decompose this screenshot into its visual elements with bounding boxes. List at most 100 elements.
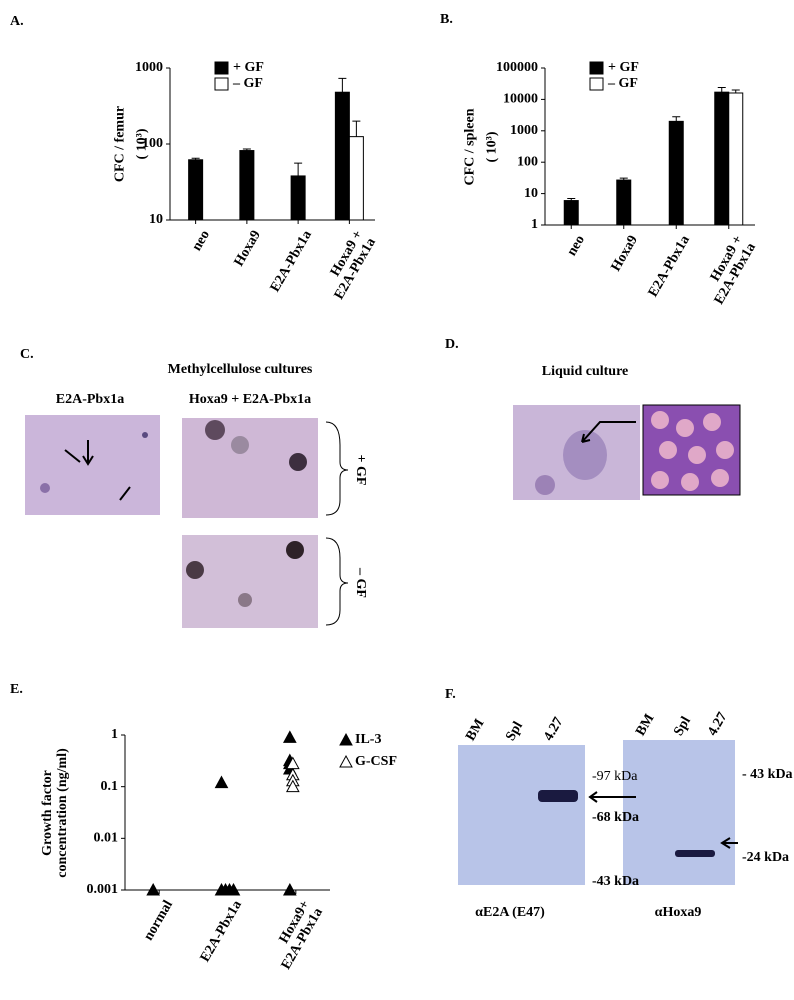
cell <box>563 430 607 480</box>
y-tick-label: 10 <box>149 212 163 227</box>
marker <box>146 882 161 896</box>
bar <box>563 200 579 226</box>
legend-swatch <box>214 77 229 91</box>
lane-label: BM <box>463 717 487 744</box>
arrow <box>64 440 131 501</box>
legend-label: + GF <box>608 60 639 75</box>
blot-caption: αE2A (E47) <box>475 905 545 920</box>
cell <box>40 483 50 493</box>
error-bar <box>191 157 200 160</box>
panel-label: D. <box>445 337 459 352</box>
y-tick-label: 1000 <box>135 60 163 75</box>
blot-caption: αHoxa9 <box>655 905 702 920</box>
legend-label: IL-3 <box>355 732 381 747</box>
bar <box>714 91 730 226</box>
error-bar <box>619 177 628 181</box>
photo <box>25 415 160 515</box>
error-bar <box>672 116 681 122</box>
arrow <box>588 791 636 803</box>
legend-label: + GF <box>233 60 264 75</box>
size-marker: -68 kDa <box>592 810 639 825</box>
lane-label: 4.27 <box>705 710 730 739</box>
bar <box>728 92 744 226</box>
caption: E2A-Pbx1a <box>56 392 124 407</box>
legend-swatch <box>589 61 604 75</box>
bracket-label: + GF <box>353 455 368 486</box>
y-axis-label: CFC / femur <box>112 105 128 183</box>
panel-label: A. <box>10 14 24 29</box>
marker <box>226 882 241 896</box>
colony <box>205 420 225 440</box>
size-marker: -24 kDa <box>742 850 789 865</box>
bar <box>616 179 632 226</box>
arrow <box>581 421 636 443</box>
size-marker: -97 kDa <box>592 769 638 784</box>
legend-swatch <box>589 77 604 91</box>
y-tick-label: 100000 <box>496 60 538 75</box>
error-bar <box>338 77 347 93</box>
error-bar <box>717 86 726 93</box>
error-bar <box>567 197 576 201</box>
legend-marker <box>339 732 353 746</box>
y-tick-label: 0.01 <box>94 831 119 846</box>
y-axis-label: CFC / spleen <box>462 108 478 185</box>
blot <box>458 745 585 885</box>
size-marker: -43 kDa <box>592 874 639 889</box>
bar <box>334 91 350 221</box>
y-tick-label: 1 <box>531 217 538 232</box>
panel-title: Methylcellulose cultures <box>168 362 313 377</box>
cell <box>142 432 148 438</box>
bracket <box>325 421 349 516</box>
error-bar <box>731 89 740 93</box>
y-axis-unit: ( 10³) <box>134 128 150 160</box>
marker <box>214 775 229 789</box>
lane-label: 4.27 <box>541 715 566 744</box>
marker <box>282 882 297 896</box>
panel-label: B. <box>440 12 453 27</box>
marker <box>282 730 297 743</box>
bar <box>348 136 364 221</box>
y-tick-label: 10 <box>524 186 538 201</box>
legend-swatch <box>214 61 229 75</box>
arrow <box>720 837 738 849</box>
y-axis-label: Growth factor concentration (ng/ml) <box>40 747 70 878</box>
cell <box>535 475 555 495</box>
panel-label: F. <box>445 687 456 702</box>
lane-label: Spl <box>503 719 526 743</box>
bar <box>668 120 684 226</box>
cells <box>651 411 734 491</box>
bracket <box>325 537 349 626</box>
error-bar <box>242 148 251 151</box>
bar <box>188 159 204 221</box>
blot <box>623 740 735 885</box>
legend-label: – GF <box>607 76 638 91</box>
y-axis-unit: ( 10³) <box>484 130 500 163</box>
bar <box>290 175 306 221</box>
lane-label: BM <box>633 712 657 739</box>
band <box>675 850 715 857</box>
y-tick-label: 10000 <box>503 92 538 107</box>
y-tick-label: 1 <box>111 727 118 742</box>
y-tick-label: 100 <box>142 136 163 151</box>
legend-label: – GF <box>232 76 263 91</box>
colony <box>289 453 307 471</box>
error-bar <box>352 120 361 137</box>
caption: Hoxa9 + E2A-Pbx1a <box>189 392 311 407</box>
y-tick-label: 1000 <box>510 123 538 138</box>
panel-title: Liquid culture <box>542 364 629 379</box>
y-tick-label: 0.1 <box>101 779 119 794</box>
legend-marker <box>339 754 353 768</box>
bar <box>239 150 255 221</box>
colony <box>286 541 304 559</box>
bracket-label: – GF <box>353 567 368 598</box>
marker <box>285 779 300 793</box>
colony <box>186 561 204 579</box>
legend-label: G-CSF <box>355 754 397 769</box>
band <box>538 790 578 802</box>
size-marker: - 43 kDa <box>742 767 793 782</box>
y-tick-label: 100 <box>517 154 538 169</box>
panel-label: E. <box>10 682 23 697</box>
y-tick-label: 0.001 <box>87 882 119 897</box>
